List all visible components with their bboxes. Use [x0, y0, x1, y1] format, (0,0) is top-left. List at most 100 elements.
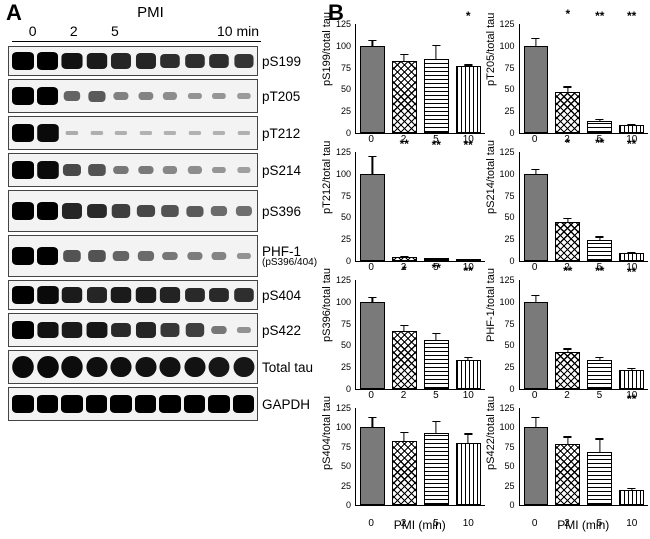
blot-label: Total tau — [262, 360, 313, 375]
error-bar — [372, 297, 373, 303]
significance-marker: ** — [627, 395, 636, 403]
significance-marker: ** — [627, 268, 636, 276]
x-tick: 0 — [355, 518, 387, 532]
bar-wrap — [424, 24, 449, 133]
significance-marker: ** — [627, 140, 636, 148]
significance-marker: ** — [595, 139, 604, 147]
y-axis-label: pS404/total tau — [321, 396, 333, 470]
significance-marker: ** — [627, 12, 636, 20]
y-tick: 25 — [504, 481, 514, 491]
band — [37, 161, 58, 178]
significance-marker: ** — [563, 267, 572, 275]
y-tick: 50 — [341, 84, 351, 94]
band — [188, 131, 200, 135]
bar — [619, 490, 644, 505]
bar-wrap: * — [392, 280, 417, 389]
significance-marker: ** — [595, 267, 604, 275]
bars: ** — [524, 408, 645, 505]
bar-wrap: ** — [456, 280, 481, 389]
band — [110, 357, 131, 378]
bar — [360, 174, 385, 261]
significance-marker: ** — [464, 267, 473, 275]
band — [37, 395, 59, 413]
band — [161, 205, 178, 217]
band — [37, 286, 58, 303]
x-tick-labels: 02510 — [519, 518, 649, 532]
bar — [392, 331, 417, 389]
band — [235, 206, 251, 216]
blot-row: pS396 — [8, 190, 323, 232]
x-tick: 2 — [387, 518, 419, 532]
band — [111, 53, 131, 68]
pmi-heading: PMI — [38, 4, 263, 21]
y-tick: 0 — [509, 256, 514, 266]
blot-lanes — [8, 280, 258, 310]
error-bar — [599, 119, 600, 122]
bar-chart: pT205/total tau0255075100125*****02510 — [493, 24, 649, 148]
significance-marker: ** — [432, 141, 441, 149]
bar — [587, 452, 612, 505]
band — [61, 356, 82, 377]
bar-wrap: ** — [619, 24, 644, 133]
y-ticks: 0255075100125 — [333, 24, 353, 133]
y-tick: 125 — [336, 275, 351, 285]
bars — [360, 408, 481, 505]
bar — [360, 46, 385, 133]
bar-wrap — [392, 24, 417, 133]
bar-wrap — [524, 280, 549, 389]
x-tick-labels: 02510 — [355, 518, 485, 532]
band — [187, 166, 201, 173]
band — [160, 54, 179, 69]
y-tick: 0 — [346, 500, 351, 510]
band — [12, 321, 34, 339]
error-bar — [631, 252, 632, 255]
y-tick: 50 — [504, 84, 514, 94]
bar — [619, 125, 644, 133]
error-bar — [404, 432, 405, 442]
x-tick: 2 — [387, 390, 419, 404]
band — [139, 131, 151, 135]
y-tick: 75 — [504, 191, 514, 201]
band — [37, 52, 59, 70]
y-tick: 100 — [499, 41, 514, 51]
band — [63, 164, 81, 176]
y-ticks: 0255075100125 — [497, 24, 517, 133]
bar-wrap: ** — [619, 408, 644, 505]
band — [62, 287, 82, 303]
band — [135, 357, 156, 378]
bar — [424, 340, 449, 389]
error-bar — [535, 417, 536, 428]
y-tick: 0 — [346, 256, 351, 266]
y-axis-label: PHF-1/total tau — [485, 268, 497, 342]
blot-lanes — [8, 46, 258, 76]
band — [37, 87, 59, 105]
error-bar — [567, 86, 568, 93]
blot-label: pS199 — [262, 54, 301, 69]
band — [237, 93, 250, 99]
time-point: 2 — [53, 23, 94, 39]
y-tick: 125 — [336, 19, 351, 29]
y-tick: 0 — [509, 500, 514, 510]
band — [236, 253, 250, 260]
bar — [456, 259, 481, 261]
y-tick: 100 — [499, 169, 514, 179]
blot-row: pS422 — [8, 313, 323, 347]
band — [185, 54, 204, 69]
bar — [619, 370, 644, 389]
bar — [587, 121, 612, 133]
band — [66, 131, 78, 136]
band — [88, 250, 105, 262]
error-bar — [567, 218, 568, 223]
error-bar — [567, 436, 568, 445]
bar — [524, 46, 549, 133]
y-tick: 75 — [504, 63, 514, 73]
bar — [392, 61, 417, 133]
band — [37, 356, 58, 377]
error-bar — [468, 433, 469, 444]
significance-marker: * — [466, 12, 471, 20]
bar-wrap — [587, 408, 612, 505]
bar-wrap — [524, 152, 549, 261]
band — [159, 395, 181, 413]
band — [12, 124, 34, 142]
y-tick: 50 — [504, 340, 514, 350]
